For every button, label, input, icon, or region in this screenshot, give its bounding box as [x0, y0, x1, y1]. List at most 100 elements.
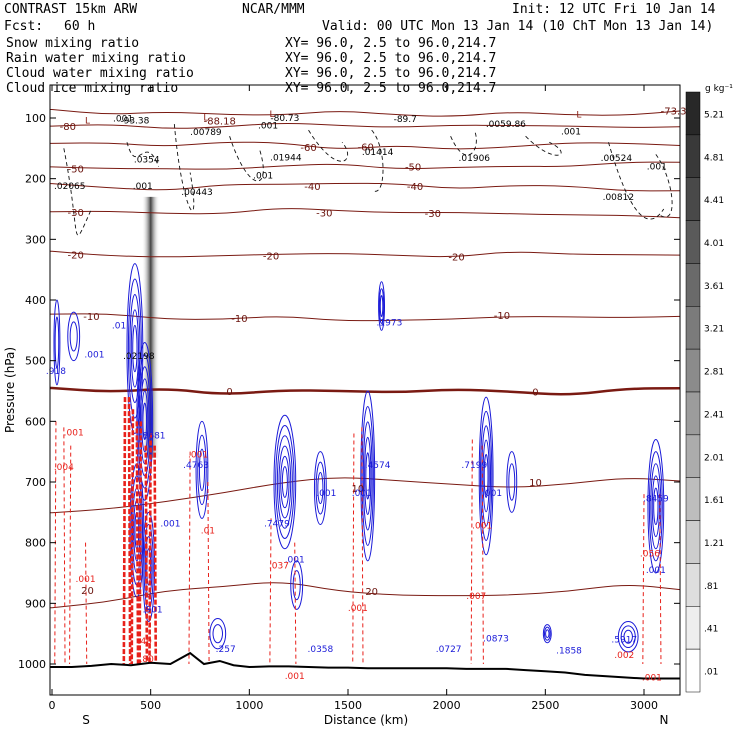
extremum-label: L [203, 113, 208, 123]
cloud-water-contour [362, 421, 373, 531]
temperature-contour [50, 122, 681, 129]
extremum-label: L [270, 110, 275, 120]
colorbar-label: 1.21 [704, 539, 724, 549]
colorbar-unit: g kg⁻¹ [705, 84, 733, 94]
extremum-label: .00443 [181, 188, 213, 198]
temperature-label: -40 [304, 182, 320, 193]
y-tick-label: 300 [25, 233, 46, 246]
cloud-water-contour [378, 288, 385, 324]
extremum-label: .4763 [183, 461, 209, 471]
extremum-label: .001 [647, 163, 667, 173]
extremum-label: L [576, 110, 581, 120]
rain-water-contour [207, 481, 210, 665]
colorbar-segment [685, 306, 701, 350]
temperature-label: -60 [300, 143, 316, 154]
extremum-label: .001 [352, 489, 372, 499]
cloud-water-contour [53, 299, 61, 386]
cloud-ice-contour [63, 148, 92, 236]
cloud-water-contour [617, 621, 639, 653]
extremum-label: .001 [258, 121, 278, 131]
x-tick-label: 2000 [433, 699, 461, 712]
extremum-label: .004 [54, 463, 74, 473]
extremum-label: -89.7 [394, 115, 417, 125]
fcst-value: 60 h [64, 19, 95, 34]
extremum-label: .01906 [459, 154, 491, 164]
y-tick-label: 700 [25, 476, 46, 489]
y-tick-label: 800 [25, 537, 46, 550]
x-end-label-north: N [660, 713, 669, 727]
rain-water-contour [361, 427, 364, 665]
y-tick-label: 600 [25, 415, 46, 428]
temperature-label: -80 [60, 122, 76, 133]
extremum-label: .8681 [140, 431, 166, 441]
extremum-label: .001 [482, 489, 502, 499]
rain-water-contour [122, 397, 127, 665]
cloud-ice-contour [608, 142, 665, 220]
cloud-ice-contour [371, 129, 384, 192]
rain-water-contour [127, 397, 132, 665]
extremum-label: .02065 [54, 182, 86, 192]
cloud-water-contour [651, 475, 660, 538]
cloud-water-contour [365, 452, 371, 500]
temperature-label: 10 [351, 484, 364, 495]
extremum-label: .001 [113, 115, 133, 125]
extremum-label: .40 [138, 637, 153, 647]
cloud-water-contour [361, 405, 374, 546]
colorbar-segment [685, 391, 701, 436]
legend-entry-xy: XY= 96.0, 2.5 to 96.0,214.7 [285, 36, 496, 51]
extremum-label: .001 [133, 182, 153, 192]
rain-water-contour [642, 494, 645, 665]
rain-water-contour [352, 433, 355, 665]
extremum-label: .007 [466, 592, 486, 602]
cloud-water-contour [542, 624, 552, 644]
plot-frame [49, 84, 681, 696]
extremum-label: .0873 [483, 635, 509, 645]
cloud-water-contour [508, 463, 516, 501]
extremum-label: -93.38 [120, 116, 149, 126]
temperature-contour [50, 250, 681, 258]
temperature-label: -20 [263, 252, 279, 263]
cloud-water-contour [129, 293, 141, 404]
extremum-label: .0354 [134, 155, 160, 165]
cloud-water-contour [623, 629, 633, 644]
colorbar-label: 3.61 [704, 282, 724, 292]
cloud-water-contour [479, 410, 493, 541]
rain-water-contour [138, 421, 143, 665]
colorbar-segment [685, 648, 701, 693]
rain-water-contour [135, 421, 140, 665]
temperature-contour [50, 141, 681, 150]
colorbar-segment [685, 563, 701, 607]
cloud-water-contour [478, 396, 494, 556]
colorbar-segment [685, 606, 701, 650]
cloud-water-contour [273, 414, 297, 550]
x-tick-label: 0 [49, 699, 56, 712]
extremum-label: .001 [253, 172, 273, 182]
plot-area: -80 -73.3 -88.18 -60 -60 -50 -50 -40 -40 -30 -30 -3… [18, 84, 687, 712]
rain-water-contour [69, 445, 72, 665]
cloud-water-contour [130, 309, 139, 388]
cloud-water-contour [543, 626, 551, 641]
extremum-label: .001 [285, 672, 305, 682]
temperature-label: -10 [231, 314, 247, 325]
colorbar-label: 4.81 [704, 153, 724, 163]
colorbar-segment [685, 477, 701, 521]
colorbar-label: 4.01 [704, 239, 724, 249]
colorbar-segment [685, 520, 701, 564]
extremum-label: .01944 [270, 153, 302, 163]
cloud-ice-contour [525, 135, 562, 156]
extremum-label: .00812 [603, 193, 635, 203]
colorbar-label: 4.41 [704, 196, 724, 206]
temperature-label: -73.3 [661, 107, 687, 118]
colorbar: g kg⁻¹ 5.21 4.81 4.41 4.01 3.61 3.21 2.81 2.41 2… [685, 84, 733, 693]
cloud-water-contour [67, 311, 81, 362]
temperature-label: -20 [448, 252, 464, 263]
extremum-label: .8459 [643, 494, 669, 504]
temperature-label: -50 [68, 164, 84, 175]
temperature-contour [50, 182, 681, 192]
cloud-water-contour [54, 316, 60, 369]
cloud-water-contour [141, 390, 149, 453]
cloud-water-contour [482, 439, 490, 513]
y-tick-label: 200 [25, 173, 46, 186]
cloud-ice-contour [308, 129, 349, 162]
